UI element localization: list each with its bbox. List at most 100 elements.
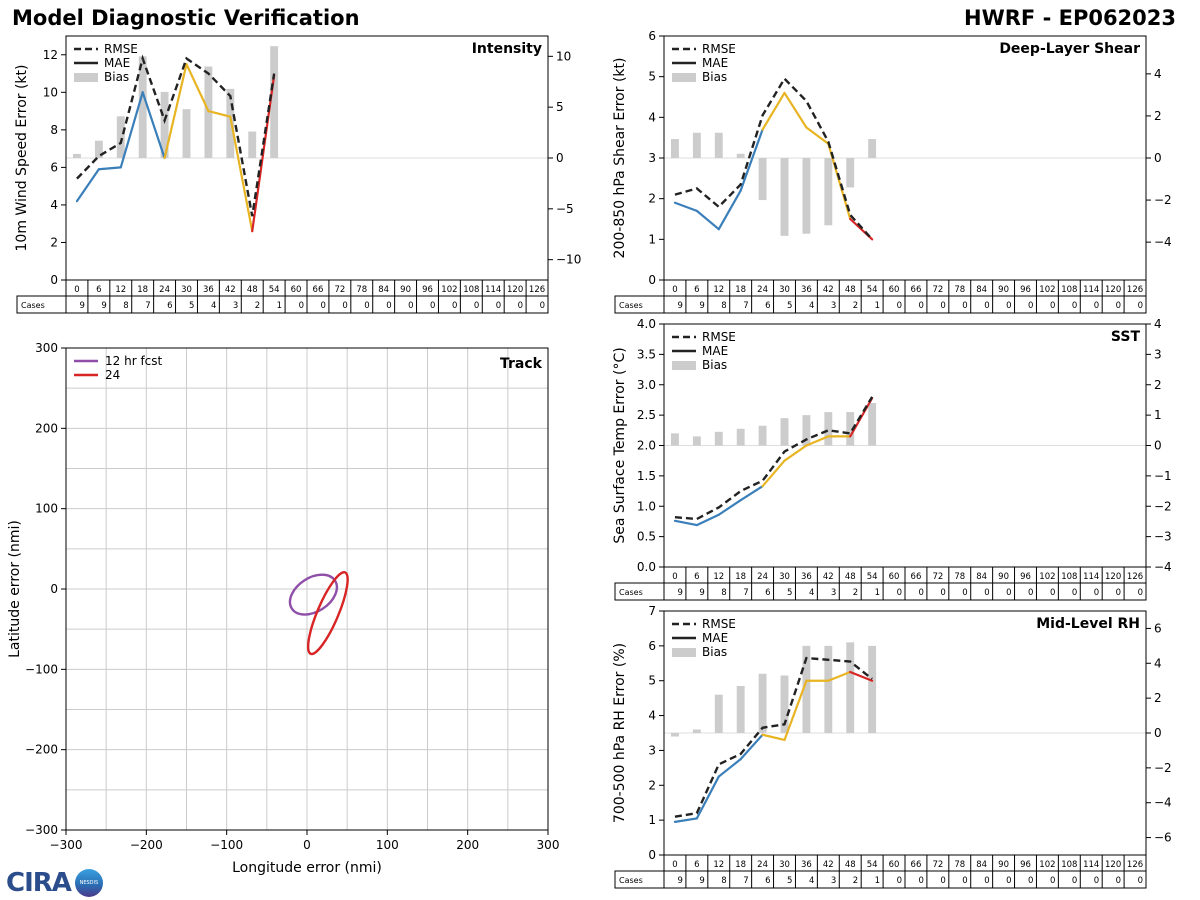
- rh-ytick-label: 2: [648, 778, 656, 792]
- sst-bias-bar: [692, 436, 701, 446]
- shear-ytick-label: 6: [648, 29, 656, 43]
- rh-mae-segment: [849, 670, 874, 682]
- track-ytick-label: 100: [35, 502, 58, 516]
- sst-case-count: 0: [1028, 588, 1033, 598]
- intensity-cases-row: [16, 295, 549, 314]
- shear-mae-segment: [695, 209, 720, 231]
- shear-case-count: 0: [984, 301, 989, 311]
- rh-ytick-label: 3: [648, 743, 656, 757]
- sst-legend-bias-swatch: [672, 361, 696, 370]
- sst-mae-segment: [739, 485, 764, 502]
- sst-y2tick-label: −2: [1154, 499, 1172, 513]
- shear-hour-label: 72: [932, 285, 943, 295]
- intensity-ytick-label: 10: [43, 85, 58, 99]
- sst-case-count: 9: [699, 588, 704, 598]
- sst-mae-segment: [673, 519, 698, 527]
- track-xtick-label: 0: [303, 838, 311, 852]
- rh-y2tick-label: 2: [1154, 691, 1162, 705]
- rh-hour-label: 30: [779, 860, 790, 870]
- sst-case-count: 0: [940, 588, 945, 598]
- cira-logo: CIRA NESDIS: [6, 868, 103, 898]
- intensity-bias-bar: [182, 109, 191, 158]
- shear-cases-row: [614, 295, 1147, 314]
- rh-bias-bar: [758, 673, 767, 733]
- shear-hour-label: 60: [889, 285, 900, 295]
- sst-case-count: 0: [897, 588, 902, 598]
- sst-case-count: 0: [1116, 588, 1121, 598]
- rh-y2tick-label: 6: [1154, 621, 1162, 635]
- track-xtick-label: 100: [376, 838, 399, 852]
- intensity-ytick-label: 2: [50, 235, 58, 249]
- shear-legend-bias-swatch: [672, 73, 696, 82]
- intensity-bias-bar: [160, 91, 169, 158]
- sst-legend-rmse-label: RMSE: [702, 330, 736, 344]
- rh-bias-bar: [714, 694, 723, 733]
- rh-ylabel: 700-500 hPa RH Error (%): [612, 643, 628, 823]
- shear-bias-bar: [714, 132, 723, 158]
- sst-y2tick-label: 1: [1154, 408, 1162, 422]
- shear-bias-bar: [824, 158, 833, 226]
- sst-case-count: 0: [1006, 588, 1011, 598]
- rh-legend-rmse-label: RMSE: [702, 617, 736, 631]
- rh-hour-label: 42: [823, 860, 834, 870]
- shear-bias-bar: [846, 158, 855, 188]
- sst-bias-bar: [868, 402, 877, 446]
- intensity-hour-label: 48: [247, 285, 258, 295]
- intensity-case-count: 4: [211, 301, 216, 311]
- rh-mae-segment: [761, 733, 786, 742]
- sst-bias-bar: [846, 412, 855, 446]
- intensity-hour-label: 96: [422, 285, 433, 295]
- intensity-hour-label: 126: [529, 285, 545, 295]
- intensity-case-count: 3: [233, 301, 238, 311]
- shear-ytick-label: 2: [648, 192, 656, 206]
- sst-mae-segment: [761, 459, 786, 488]
- intensity-case-count: 0: [452, 301, 457, 311]
- shear-ytick-label: 0: [648, 273, 656, 287]
- rh-hour-label: 6: [694, 860, 699, 870]
- nesdis-logo-text: NESDIS: [79, 880, 99, 886]
- sst-bias-bar: [714, 431, 723, 446]
- intensity-hour-label: 60: [291, 285, 302, 295]
- intensity-mae-segment: [75, 168, 100, 203]
- sst-case-count: 5: [787, 588, 792, 598]
- track-xlabel: Longitude error (nmi): [232, 860, 382, 876]
- intensity-case-count: 8: [123, 301, 128, 311]
- rh-y2tick-label: −6: [1154, 831, 1172, 845]
- intensity-case-count: 0: [299, 301, 304, 311]
- sst-case-count: 2: [853, 588, 858, 598]
- rh-ytick-label: 6: [648, 639, 656, 653]
- intensity-case-count: 0: [540, 301, 545, 311]
- sst-case-count: 0: [1072, 588, 1077, 598]
- sst-legend-bias-label: Bias: [702, 358, 727, 372]
- shear-hour-label: 0: [672, 285, 677, 295]
- intensity-case-count: 0: [342, 301, 347, 311]
- sst-hour-label: 84: [976, 572, 987, 582]
- shear-y2tick-label: 2: [1154, 109, 1162, 123]
- shear-mae-segment: [783, 91, 808, 129]
- shear-cases-label: Cases: [619, 301, 643, 310]
- shear-case-count: 9: [677, 301, 682, 311]
- shear-hour-label: 36: [801, 285, 812, 295]
- shear-title: Deep-Layer Shear: [999, 41, 1140, 57]
- sst-legend-mae-label: MAE: [702, 344, 728, 358]
- shear-case-count: 0: [1116, 301, 1121, 311]
- sst-case-count: 6: [765, 588, 770, 598]
- intensity-mae-segment: [251, 74, 276, 233]
- sst-case-count: 0: [918, 588, 923, 598]
- intensity-bias-bar: [204, 66, 213, 158]
- intensity-case-count: 0: [320, 301, 325, 311]
- rh-case-count: 0: [984, 876, 989, 886]
- sst-hour-label: 0: [672, 572, 677, 582]
- track-xtick-label: −300: [50, 838, 83, 852]
- intensity-case-count: 0: [474, 301, 479, 311]
- sst-rmse-line: [674, 396, 874, 521]
- track-ytick-label: −300: [25, 823, 58, 837]
- sst-panel: 0.00.51.01.52.02.53.03.54.0−4−3−2−101234…: [612, 317, 1172, 601]
- intensity-case-count: 0: [408, 301, 413, 311]
- sst-cases-label: Cases: [619, 588, 643, 597]
- intensity-bias-bar: [138, 56, 147, 159]
- sst-title: SST: [1111, 329, 1141, 345]
- sst-ytick-label: 0.0: [637, 560, 656, 574]
- rh-mae-segment: [783, 679, 808, 742]
- intensity-rmse-line: [76, 54, 276, 217]
